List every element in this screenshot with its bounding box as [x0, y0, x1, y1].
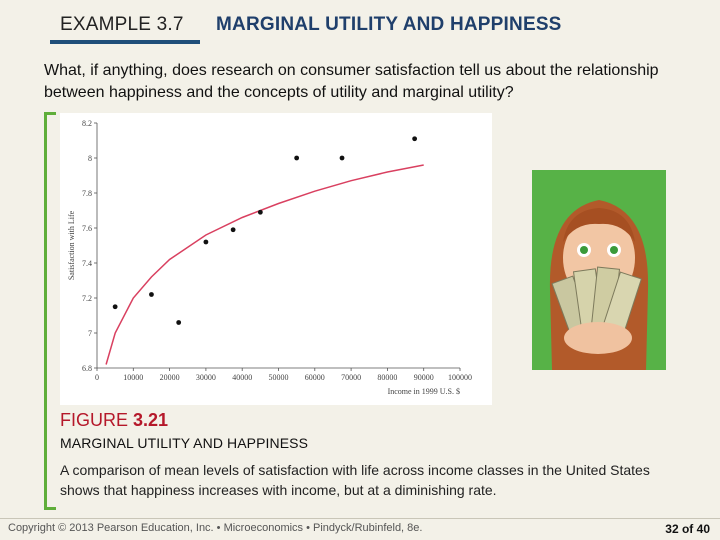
woman-holding-money-photo — [532, 170, 666, 370]
chart-axes — [96, 123, 460, 369]
page-current: 32 — [665, 522, 679, 536]
x-tick-label: 80000 — [377, 373, 397, 382]
data-points — [112, 136, 418, 325]
x-tick-label: 30000 — [196, 373, 216, 382]
y-tick-label: 8 — [88, 154, 92, 163]
page-total: 40 — [696, 522, 710, 536]
x-tick-label: 40000 — [232, 373, 252, 382]
figure-title: MARGINAL UTILITY AND HAPPINESS — [60, 435, 309, 451]
x-tick-label: 20000 — [160, 373, 180, 382]
figure-label: FIGURE 3.21 — [60, 410, 168, 431]
y-tick-label: 6.8 — [82, 364, 92, 373]
chart-panel: 6.8 7 7.2 7.4 7.6 7.8 8 8.2 0 10000 20000 30000 400… — [60, 113, 492, 405]
x-tick-label: 90000 — [414, 373, 434, 382]
y-tick-label: 7.2 — [82, 294, 92, 303]
page-number: 32 of 40 — [665, 522, 710, 536]
slide-title: MARGINAL UTILITY AND HAPPINESS — [216, 14, 562, 35]
scatter-chart: 6.8 7 7.2 7.4 7.6 7.8 8 8.2 0 10000 20000 30000 400… — [67, 119, 472, 396]
x-tick-label: 0 — [95, 373, 99, 382]
data-point — [412, 136, 418, 142]
data-point — [176, 320, 182, 325]
figure-caption: A comparison of mean levels of satisfact… — [60, 462, 650, 498]
data-point — [112, 304, 118, 310]
data-point — [339, 155, 345, 161]
x-tick-label: 50000 — [269, 373, 289, 382]
y-tick-label: 7.8 — [82, 189, 92, 198]
footer-copyright: Copyright © 2013 Pearson Education, Inc.… — [8, 522, 423, 534]
data-point — [294, 155, 300, 161]
example-label: EXAMPLE 3.7 — [60, 14, 184, 35]
page-separator: of — [681, 522, 694, 536]
question-text: What, if anything, does research on cons… — [44, 62, 659, 101]
x-tick-label: 100000 — [448, 373, 472, 382]
y-tick-label: 7.4 — [82, 259, 92, 268]
data-point — [230, 227, 236, 233]
y-tick-label: 7.6 — [82, 224, 92, 233]
figure-label-prefix: FIGURE — [60, 410, 129, 430]
y-tick-label: 8.2 — [82, 119, 92, 128]
fitted-curve — [105, 164, 424, 365]
x-axis-ticks: 0 10000 20000 30000 40000 50000 60000 70000 8000… — [95, 368, 472, 382]
data-point — [203, 239, 209, 245]
footer-rule — [0, 518, 720, 519]
x-tick-label: 10000 — [123, 373, 143, 382]
green-accent-tick-bottom — [44, 507, 56, 510]
figure-number: 3.21 — [133, 410, 169, 430]
x-tick-label: 60000 — [305, 373, 325, 382]
data-point — [149, 292, 154, 297]
x-tick-label: 70000 — [341, 373, 361, 382]
y-axis-label: Satisfaction with Life — [67, 210, 76, 280]
data-point — [257, 209, 263, 215]
green-accent-bar — [44, 112, 47, 510]
header-rule — [50, 40, 200, 44]
y-axis-ticks: 6.8 7 7.2 7.4 7.6 7.8 8 8.2 — [82, 119, 97, 373]
y-tick-label: 7 — [88, 329, 92, 338]
x-axis-label: Income in 1999 U.S. $ — [388, 387, 460, 396]
green-accent-tick-top — [44, 112, 56, 115]
